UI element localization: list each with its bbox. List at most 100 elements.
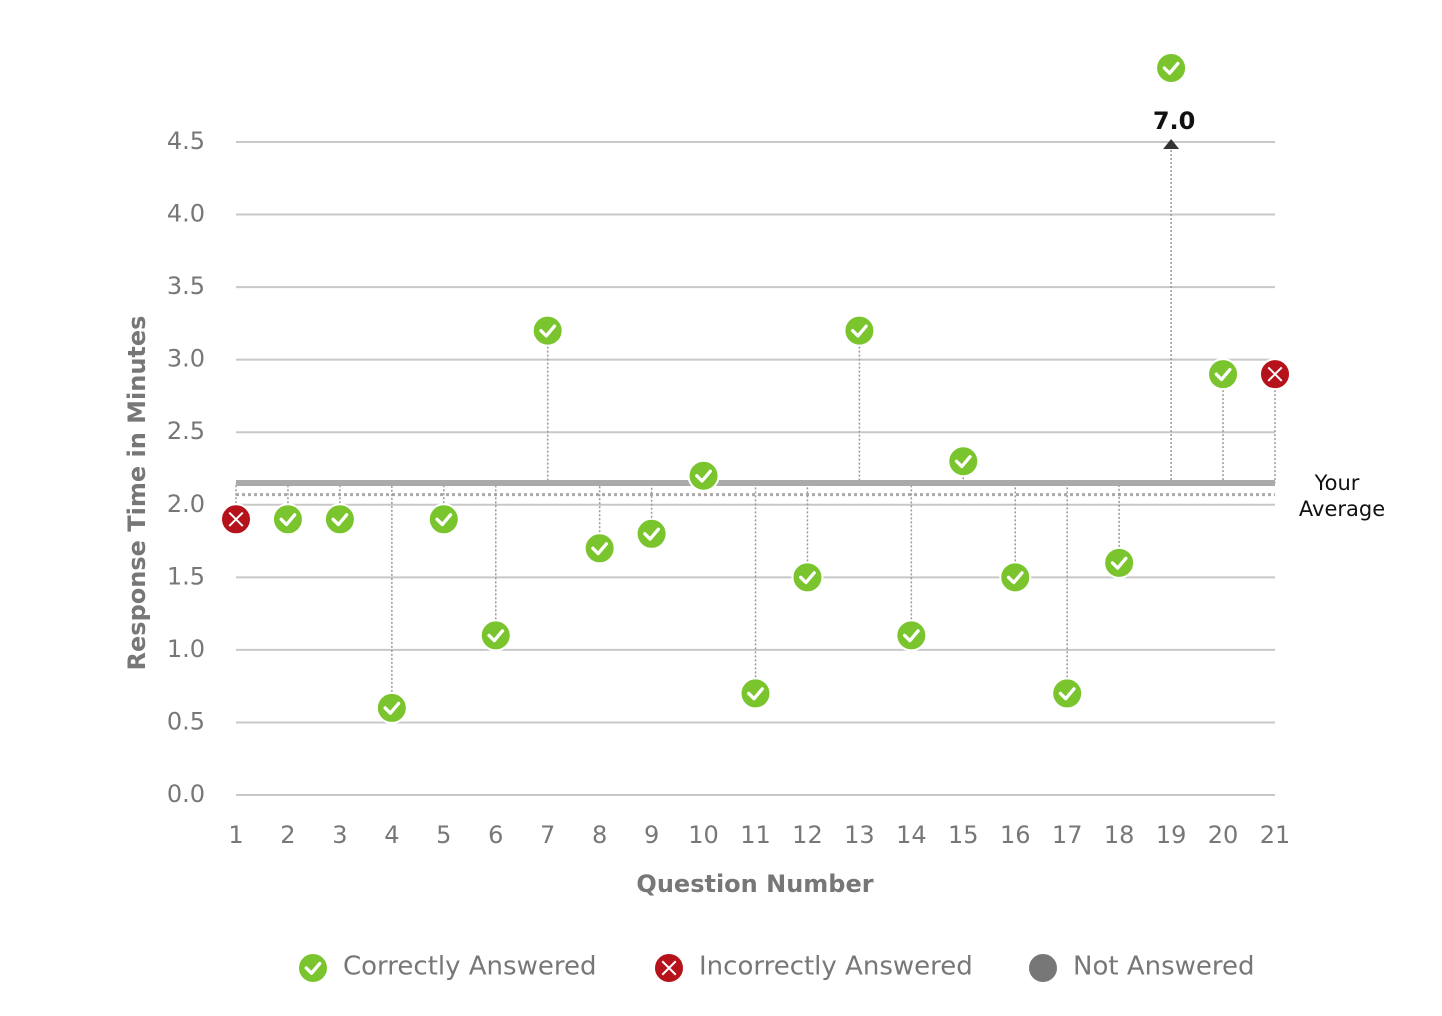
legend-label: Incorrectly Answered bbox=[699, 952, 973, 982]
y-tick-label: 0.0 bbox=[167, 780, 205, 808]
y-tick-label: 4.5 bbox=[167, 127, 205, 155]
marker-bg bbox=[895, 619, 928, 652]
check-icon bbox=[643, 527, 660, 541]
x-tick-label: 18 bbox=[1104, 821, 1135, 849]
check-icon bbox=[435, 513, 453, 527]
y-tick-label: 2.5 bbox=[167, 417, 205, 445]
check-icon bbox=[1058, 687, 1076, 701]
check-icon bbox=[383, 701, 401, 715]
data-point bbox=[531, 314, 564, 347]
data-point bbox=[739, 677, 772, 710]
data-point bbox=[1051, 677, 1084, 710]
cross-icon bbox=[1267, 366, 1283, 382]
check-icon bbox=[799, 571, 816, 585]
marker-bg bbox=[427, 503, 460, 536]
x-tick-label: 10 bbox=[688, 821, 719, 849]
data-point bbox=[791, 561, 824, 594]
check-icon bbox=[954, 455, 972, 469]
marker-bg bbox=[687, 459, 720, 492]
marker-bg bbox=[271, 503, 304, 536]
check-icon bbox=[279, 513, 297, 527]
data-point bbox=[895, 619, 928, 652]
marker-bg bbox=[375, 691, 408, 724]
check-icon bbox=[747, 687, 764, 701]
overflow-arrow bbox=[1163, 139, 1180, 149]
legend-icon bbox=[1027, 952, 1059, 984]
data-point bbox=[947, 445, 980, 478]
x-tick-label: 8 bbox=[592, 821, 607, 849]
check-icon bbox=[487, 629, 505, 643]
marker-bg bbox=[999, 561, 1032, 594]
marker-bg bbox=[1207, 358, 1240, 391]
data-point bbox=[843, 314, 876, 347]
x-tick-label: 3 bbox=[332, 821, 347, 849]
y-axis-label: Response Time in Minutes bbox=[123, 316, 151, 671]
x-tick-label: 16 bbox=[1000, 821, 1031, 849]
cross-icon bbox=[661, 960, 677, 976]
data-point bbox=[271, 503, 304, 536]
marker-bg bbox=[635, 517, 668, 550]
marker-bg bbox=[1103, 546, 1136, 579]
x-tick-label: 17 bbox=[1052, 821, 1083, 849]
marker-bg bbox=[323, 503, 356, 536]
data-point bbox=[1155, 52, 1188, 84]
check-icon bbox=[695, 469, 712, 483]
y-tick-label: 0.5 bbox=[167, 707, 205, 735]
x-tick-label: 5 bbox=[436, 821, 451, 849]
x-tick-label: 7 bbox=[540, 821, 555, 849]
data-point bbox=[1103, 546, 1136, 579]
check-icon bbox=[539, 324, 557, 338]
x-tick-label: 2 bbox=[280, 821, 295, 849]
marker-bg bbox=[531, 314, 564, 347]
check-icon bbox=[1162, 61, 1180, 75]
check-icon bbox=[1214, 368, 1232, 382]
check-icon bbox=[591, 542, 609, 556]
x-axis-label: Question Number bbox=[636, 870, 873, 898]
data-point bbox=[220, 503, 252, 536]
x-tick-label: 14 bbox=[896, 821, 927, 849]
check-icon bbox=[902, 629, 920, 643]
check-icon bbox=[331, 513, 349, 527]
marker-bg bbox=[739, 677, 772, 710]
x-tick-label: 21 bbox=[1260, 821, 1291, 849]
average-label: Your bbox=[1314, 471, 1360, 495]
x-tick-label: 11 bbox=[740, 821, 771, 849]
x-tick-label: 13 bbox=[844, 821, 875, 849]
check-icon bbox=[304, 961, 322, 975]
y-tick-label: 1.0 bbox=[167, 635, 205, 663]
marker-bg bbox=[791, 561, 824, 594]
legend-icon bbox=[653, 952, 685, 984]
average-label: Average bbox=[1299, 497, 1385, 521]
x-tick-label: 1 bbox=[228, 821, 243, 849]
data-point bbox=[1259, 358, 1291, 391]
y-tick-label: 3.5 bbox=[167, 272, 205, 300]
x-tick-label: 4 bbox=[384, 821, 399, 849]
marker-bg bbox=[843, 314, 876, 347]
value-label: 7.0 bbox=[1153, 107, 1196, 135]
marker-bg bbox=[947, 445, 980, 478]
y-tick-label: 3.0 bbox=[167, 345, 205, 373]
legend-label: Correctly Answered bbox=[343, 952, 596, 982]
data-point bbox=[479, 619, 512, 652]
x-tick-label: 12 bbox=[792, 821, 823, 849]
marker-bg bbox=[1155, 52, 1188, 84]
x-tick-label: 20 bbox=[1208, 821, 1239, 849]
x-tick-label: 15 bbox=[948, 821, 979, 849]
data-point bbox=[999, 561, 1032, 594]
check-icon bbox=[1110, 556, 1128, 570]
data-point bbox=[687, 459, 720, 492]
check-icon bbox=[851, 324, 868, 338]
legend-label: Not Answered bbox=[1073, 952, 1255, 982]
y-tick-label: 1.5 bbox=[167, 562, 205, 590]
marker-bg bbox=[1027, 952, 1059, 984]
data-point bbox=[635, 517, 668, 550]
data-point bbox=[583, 532, 616, 565]
x-tick-label: 9 bbox=[644, 821, 659, 849]
data-point bbox=[323, 503, 356, 536]
marker-bg bbox=[1051, 677, 1084, 710]
data-point bbox=[375, 691, 408, 724]
y-tick-label: 2.0 bbox=[167, 490, 205, 518]
legend-icon bbox=[297, 952, 329, 984]
data-point bbox=[1207, 358, 1240, 391]
